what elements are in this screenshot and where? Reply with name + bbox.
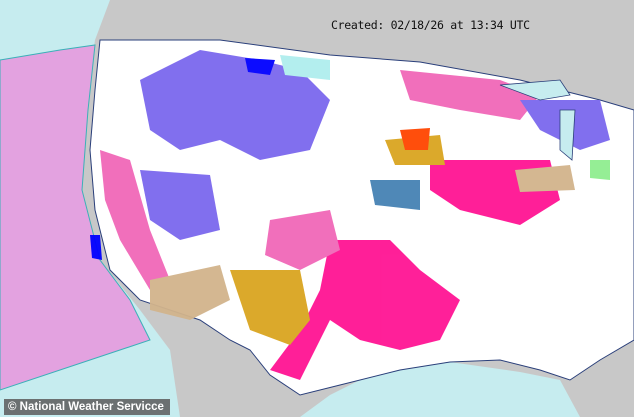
red-flag-warning [400, 128, 430, 150]
cold-weather-advisory [280, 55, 330, 80]
winter-storm-rockies [265, 210, 340, 270]
wind-advisory-east [515, 165, 575, 192]
winter-storm-warning-sierra [100, 150, 170, 290]
winter-storm-warning-north [400, 70, 540, 120]
extreme-cold-coast [90, 235, 102, 260]
lake-effect-advisory [590, 160, 610, 180]
winter-weather-advisory-northwest [140, 50, 330, 160]
marine-zones [0, 44, 151, 391]
created-timestamp: Created: 02/18/26 at 13:34 UTC [331, 18, 530, 32]
great-lakes [499, 79, 576, 161]
wind-advisory [150, 265, 230, 320]
extreme-cold-warning [245, 58, 275, 75]
alert-areas [90, 50, 610, 380]
credit-label: © National Weather Servicce [4, 399, 170, 415]
blizzard-warning-southern-plains [270, 240, 460, 380]
dense-fog-advisory [370, 180, 420, 210]
high-wind-warning [230, 270, 310, 345]
winter-weather-advisory-great-basin [140, 170, 220, 240]
